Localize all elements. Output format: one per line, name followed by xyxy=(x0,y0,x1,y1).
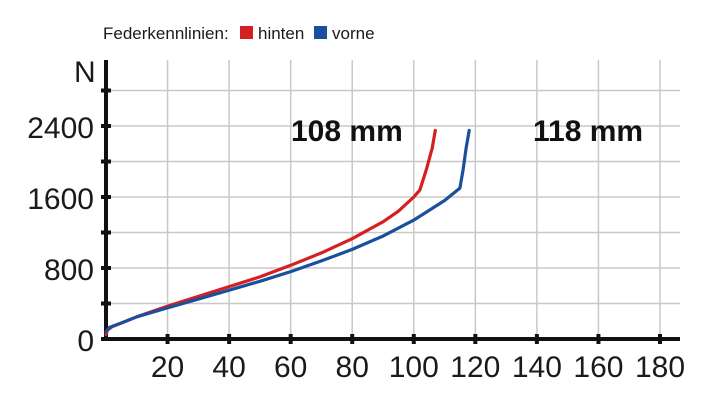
x-tick-label: 120 xyxy=(450,351,500,384)
x-tick-label: 180 xyxy=(635,351,685,384)
y-tick-label: 0 xyxy=(77,325,94,358)
x-tick-label: 60 xyxy=(274,351,307,384)
legend: Federkennlinien: hinten vorne xyxy=(103,24,375,43)
x-tick-label: 80 xyxy=(336,351,369,384)
x-tick-label: 160 xyxy=(573,351,623,384)
y-axis-label: N xyxy=(74,56,96,89)
legend-label-hinten: hinten xyxy=(258,24,304,43)
x-tick-label: 100 xyxy=(389,351,439,384)
grid xyxy=(106,60,680,339)
annotation-vorne: 118 mm xyxy=(533,115,643,148)
axes xyxy=(101,60,680,344)
tick-labels: 20 40 60 80 100 120 140 160 180 0 800 1600 2400 xyxy=(27,112,685,384)
x-tick-label: 20 xyxy=(151,351,184,384)
legend-label-vorne: vorne xyxy=(332,24,375,43)
legend-swatch-hinten xyxy=(240,26,253,39)
series-group xyxy=(104,128,471,337)
x-tick-label: 40 xyxy=(212,351,245,384)
y-tick-label: 800 xyxy=(44,254,94,287)
y-tick-label: 1600 xyxy=(27,183,94,216)
legend-swatch-vorne xyxy=(314,26,327,39)
y-tick-label: 2400 xyxy=(27,112,94,145)
legend-title: Federkennlinien: xyxy=(103,24,229,43)
annotation-hinten: 108 mm xyxy=(291,115,403,148)
series-line-vorne xyxy=(104,128,471,334)
x-tick-label: 140 xyxy=(512,351,562,384)
